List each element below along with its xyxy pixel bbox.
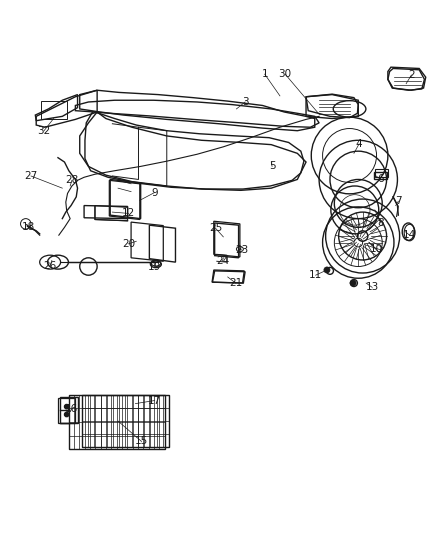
- Bar: [374, 172, 387, 180]
- Text: 2: 2: [408, 70, 415, 80]
- Circle shape: [64, 405, 69, 409]
- Text: 20: 20: [122, 239, 135, 249]
- Text: 18: 18: [22, 222, 35, 232]
- Bar: [58, 398, 75, 423]
- Text: 4: 4: [356, 139, 363, 149]
- Bar: [60, 397, 78, 423]
- Circle shape: [324, 267, 330, 273]
- Text: 28: 28: [65, 175, 78, 185]
- Text: 32: 32: [37, 126, 51, 136]
- Text: 8: 8: [378, 218, 384, 228]
- Bar: [82, 395, 169, 447]
- Text: 12: 12: [122, 208, 135, 219]
- Circle shape: [350, 280, 356, 286]
- Text: 10: 10: [370, 244, 383, 254]
- Bar: [375, 169, 388, 177]
- Text: 26: 26: [43, 261, 57, 271]
- Text: 5: 5: [269, 161, 276, 172]
- Text: 9: 9: [151, 188, 158, 198]
- Text: 7: 7: [395, 196, 402, 206]
- Text: 1: 1: [261, 69, 268, 79]
- Text: 21: 21: [229, 278, 242, 288]
- Text: 16: 16: [65, 404, 78, 414]
- Bar: [41, 101, 67, 118]
- Text: 30: 30: [279, 69, 292, 79]
- Text: 11: 11: [309, 270, 322, 280]
- Bar: [69, 395, 165, 449]
- Text: 14: 14: [403, 230, 416, 240]
- Text: 25: 25: [209, 223, 222, 233]
- Text: 17: 17: [148, 395, 161, 406]
- Circle shape: [64, 413, 69, 417]
- Text: 6: 6: [378, 174, 384, 184]
- Text: 15: 15: [135, 437, 148, 447]
- Text: 24: 24: [216, 256, 229, 266]
- Text: 3: 3: [242, 97, 248, 107]
- Text: 23: 23: [235, 245, 248, 255]
- Text: 13: 13: [366, 282, 379, 293]
- Text: 19: 19: [148, 262, 161, 272]
- Text: 27: 27: [25, 171, 38, 181]
